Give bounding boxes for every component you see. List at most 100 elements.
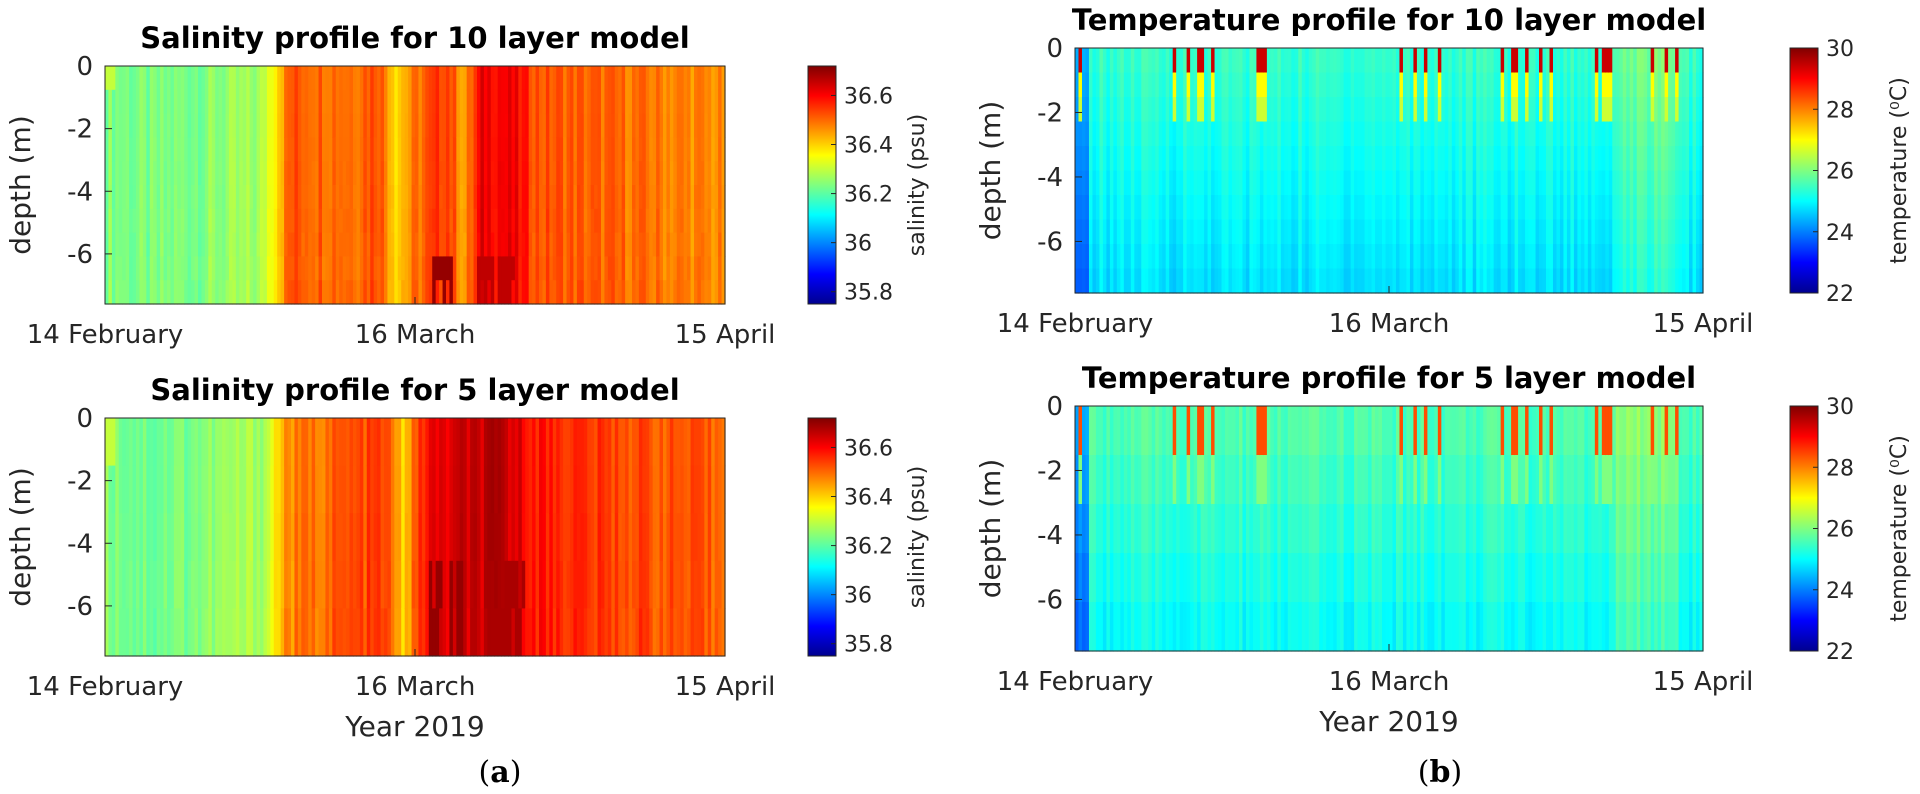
heatmap-cell <box>1525 244 1530 270</box>
heatmap-cell <box>1225 48 1230 74</box>
heatmap-cell <box>1389 72 1394 98</box>
heatmap-cell <box>1211 602 1216 652</box>
heatmap-cell <box>208 161 213 186</box>
heatmap-cell <box>1525 48 1530 74</box>
heatmap-cell <box>160 256 165 281</box>
heatmap-cell <box>1573 72 1578 98</box>
heatmap-cell <box>1629 97 1634 123</box>
heatmap-cell <box>1375 72 1380 98</box>
heatmap-cell <box>111 66 116 91</box>
heatmap-cell <box>1552 146 1558 172</box>
heatmap-cell <box>1291 602 1296 652</box>
heatmap-cell <box>601 137 606 162</box>
heatmap-cell <box>328 280 333 305</box>
heatmap-cell <box>1232 146 1237 172</box>
heatmap-cell <box>1378 170 1383 196</box>
heatmap-cell <box>649 418 654 467</box>
heatmap-cell <box>1186 146 1191 172</box>
heatmap-cell <box>1095 244 1101 270</box>
heatmap-cell <box>170 560 175 609</box>
heatmap-cell <box>1235 455 1240 505</box>
heatmap-cell <box>339 608 344 657</box>
heatmap-cell <box>160 208 165 234</box>
heatmap-cell <box>328 232 333 257</box>
heatmap-cell <box>425 208 430 234</box>
colorbar-tick-label: 36 <box>844 584 872 609</box>
heatmap-cell <box>1245 244 1251 270</box>
heatmap-cell <box>1692 146 1697 172</box>
heatmap-cell <box>1200 244 1205 270</box>
heatmap-cell <box>1329 170 1334 196</box>
heatmap-cell <box>225 280 230 305</box>
heatmap-cell <box>638 465 643 514</box>
heatmap-cell <box>1232 121 1237 147</box>
heatmap-cell <box>1409 219 1415 245</box>
heatmap-cell <box>1106 219 1111 245</box>
heatmap-cell <box>342 89 347 115</box>
heatmap-cell <box>222 137 227 162</box>
heatmap-cell <box>1242 219 1247 245</box>
heatmap-cell <box>459 513 464 562</box>
heatmap-cell <box>1350 406 1355 456</box>
heatmap-cell <box>1075 504 1080 554</box>
heatmap-cell <box>628 513 633 562</box>
heatmap-cell <box>1081 72 1087 98</box>
heatmap-cell <box>356 560 361 609</box>
heatmap-cell <box>1200 48 1205 74</box>
heatmap-cell <box>618 465 623 514</box>
heatmap-cell <box>377 113 382 138</box>
heatmap-cell <box>266 66 271 91</box>
heatmap-cell <box>1654 48 1659 74</box>
heatmap-cell <box>380 418 385 467</box>
heatmap-cell <box>232 113 237 138</box>
heatmap-cell <box>263 113 268 138</box>
heatmap-cell <box>707 185 712 210</box>
heatmap-cell <box>532 161 537 186</box>
heatmap-cell <box>118 161 123 186</box>
heatmap-cell <box>1451 244 1456 270</box>
heatmap-cell <box>1343 219 1348 245</box>
heatmap-cell <box>1378 121 1383 147</box>
heatmap-cell <box>1155 553 1160 603</box>
heatmap-cell <box>1650 72 1655 98</box>
heatmap-cell <box>304 608 309 657</box>
heatmap-cell <box>132 418 137 467</box>
heatmap-cell <box>1657 146 1662 172</box>
heatmap-cell <box>1368 97 1373 123</box>
heatmap-cell <box>356 465 361 514</box>
heatmap-cell <box>1308 97 1313 123</box>
chart-title: Temperature profile for 10 layer model <box>1072 3 1706 37</box>
heatmap-cell <box>380 608 385 657</box>
heatmap-cell <box>1514 268 1519 294</box>
heatmap-cell <box>284 66 289 91</box>
heatmap-cell <box>1479 219 1484 245</box>
heatmap-cell <box>711 89 716 115</box>
heatmap-cell <box>397 418 402 467</box>
heatmap-cell <box>1451 48 1456 74</box>
heatmap-cell <box>142 232 147 257</box>
heatmap-cell <box>663 113 668 138</box>
heatmap-cell <box>242 513 247 562</box>
heatmap-cell <box>1238 97 1244 123</box>
heatmap-cell <box>1486 195 1491 221</box>
heatmap-cell <box>1532 268 1537 294</box>
heatmap-cell <box>632 418 637 467</box>
heatmap-cell <box>280 232 285 257</box>
heatmap-cell <box>408 256 413 281</box>
heatmap-cell <box>253 232 258 257</box>
heatmap-cell <box>1315 406 1320 456</box>
heatmap-cell <box>556 465 561 514</box>
heatmap-cell <box>559 208 564 234</box>
heatmap-cell <box>1490 195 1495 221</box>
heatmap-cell <box>1465 97 1470 123</box>
heatmap-cell <box>1301 219 1306 245</box>
heatmap-cell <box>570 280 575 305</box>
heatmap-cell <box>287 161 292 186</box>
heatmap-cell <box>1326 219 1331 245</box>
heatmap-cell <box>1584 244 1589 270</box>
heatmap-cell <box>1308 170 1313 196</box>
heatmap-cell <box>1116 121 1121 147</box>
heatmap-cell <box>514 185 519 210</box>
heatmap-cell <box>542 465 547 514</box>
heatmap-cell <box>1448 97 1453 123</box>
